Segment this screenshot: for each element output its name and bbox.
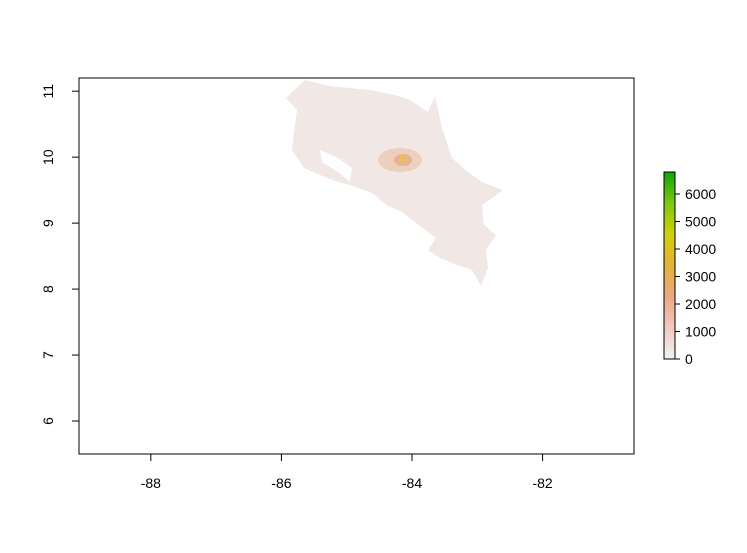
costa-rica-shape xyxy=(286,80,503,286)
legend-tick-label: 2000 xyxy=(685,296,716,312)
x-tick-label: -84 xyxy=(402,475,422,491)
x-axis: -88 -86 -84 -82 xyxy=(141,453,553,491)
nicoya-gulf-shape xyxy=(320,150,352,182)
legend-tick-label: 3000 xyxy=(685,269,716,285)
legend-tick-label: 0 xyxy=(685,351,693,367)
x-tick-label: -82 xyxy=(532,475,552,491)
legend-color-bar xyxy=(663,171,676,360)
legend-tick-label: 6000 xyxy=(685,186,716,202)
legend-tick-label: 5000 xyxy=(685,214,716,230)
x-tick-label: -86 xyxy=(271,475,291,491)
color-legend: 0 1000 2000 3000 4000 5000 6000 xyxy=(663,171,716,367)
legend-tick-label: 1000 xyxy=(685,324,716,340)
x-tick-label: -88 xyxy=(141,475,161,491)
y-tick-label: 6 xyxy=(40,417,56,425)
y-tick-label: 9 xyxy=(40,219,56,227)
y-tick-label: 11 xyxy=(40,84,56,99)
legend-tick-label: 4000 xyxy=(685,241,716,257)
costa-rica-landmass xyxy=(286,80,503,286)
san-jose-peak xyxy=(399,156,405,162)
y-axis: 6 7 8 9 10 11 xyxy=(40,84,80,425)
y-tick-label: 7 xyxy=(40,351,56,359)
y-tick-label: 10 xyxy=(40,149,56,165)
y-tick-label: 8 xyxy=(40,285,56,293)
